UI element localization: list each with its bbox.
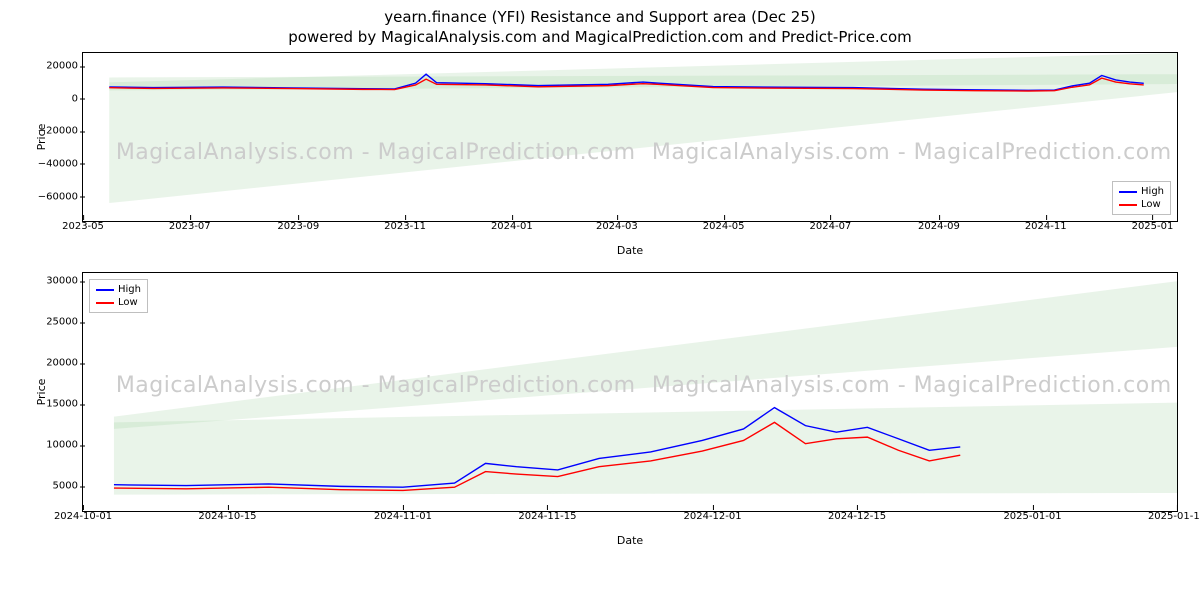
y-tick: 10000	[46, 440, 78, 451]
chart-title: yearn.finance (YFI) Resistance and Suppo…	[12, 8, 1188, 26]
legend-swatch	[1119, 204, 1137, 206]
chart-subtitle: powered by MagicalAnalysis.com and Magic…	[12, 28, 1188, 46]
legend-label: Low	[1141, 199, 1161, 210]
x-tick: 2025-01	[1132, 221, 1174, 232]
x-tick: 2024-10-01	[54, 511, 112, 522]
legend-item: Low	[1119, 198, 1164, 211]
x-tick: 2024-09	[918, 221, 960, 232]
y-tick: 25000	[46, 317, 78, 328]
legend-top: High Low	[1112, 181, 1171, 215]
legend-item: High	[96, 283, 141, 296]
x-axis-label: Date	[617, 534, 643, 547]
y-tick: 5000	[53, 481, 78, 492]
y-tick: 20000	[46, 358, 78, 369]
x-tick: 2024-12-01	[684, 511, 742, 522]
legend-swatch	[96, 289, 114, 291]
x-tick: 2025-01-01	[1003, 511, 1061, 522]
y-axis-top: −60000 −40000 −20000 0 20000	[23, 53, 78, 221]
support-band	[109, 74, 1177, 203]
x-tick: 2024-10-15	[198, 511, 256, 522]
y-tick: 0	[72, 93, 78, 104]
legend-bottom: High Low	[89, 279, 148, 313]
x-axis-bottom: 2024-10-012024-10-152024-11-012024-11-15…	[83, 511, 1177, 529]
support-band	[109, 53, 1177, 91]
x-axis-top: 2023-052023-072023-092023-112024-012024-…	[83, 221, 1177, 239]
y-tick: 20000	[46, 61, 78, 72]
legend-item: High	[1119, 185, 1164, 198]
x-tick: 2024-11	[1025, 221, 1067, 232]
x-tick: 2025-01-15	[1148, 511, 1200, 522]
legend-label: High	[118, 284, 141, 295]
x-tick: 2023-07	[169, 221, 211, 232]
legend-swatch	[1119, 191, 1137, 193]
y-tick: 15000	[46, 399, 78, 410]
x-tick: 2024-11-01	[374, 511, 432, 522]
chart-titles: yearn.finance (YFI) Resistance and Suppo…	[12, 8, 1188, 46]
y-tick: −60000	[38, 191, 78, 202]
x-tick: 2024-01	[491, 221, 533, 232]
legend-label: Low	[118, 297, 138, 308]
y-tick: 30000	[46, 276, 78, 287]
y-tick: −40000	[38, 158, 78, 169]
legend-item: Low	[96, 296, 141, 309]
x-axis-label: Date	[617, 244, 643, 257]
x-tick: 2024-03	[596, 221, 638, 232]
x-tick: 2024-12-15	[828, 511, 886, 522]
chart-panel-top: Price −60000−40000−20000020000 2023-0520…	[82, 52, 1178, 222]
legend-swatch	[96, 302, 114, 304]
x-tick: 2024-07	[810, 221, 852, 232]
legend-label: High	[1141, 186, 1164, 197]
x-tick: 2023-11	[384, 221, 426, 232]
plot-area-bottom	[83, 273, 1177, 511]
plot-area-top	[83, 53, 1177, 221]
x-tick: 2024-05	[703, 221, 745, 232]
chart-panel-bottom: Price 50001000015000200002500030000 2024…	[82, 272, 1178, 512]
x-tick: 2024-11-15	[518, 511, 576, 522]
x-tick: 2023-05	[62, 221, 104, 232]
x-tick: 2023-09	[277, 221, 319, 232]
y-tick: −20000	[38, 126, 78, 137]
y-axis-bottom: 5000 10000 15000 20000 25000 30000	[23, 273, 78, 511]
